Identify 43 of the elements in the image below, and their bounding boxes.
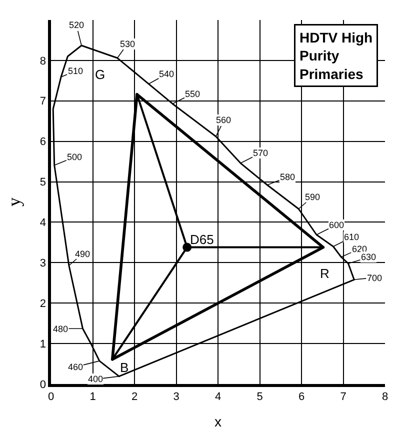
- annotation: 520: [69, 20, 84, 30]
- annotation: 460: [68, 362, 84, 372]
- x-tick-label: 5: [256, 390, 263, 403]
- annotation: 530: [120, 39, 136, 49]
- annotation: 480: [53, 324, 68, 334]
- annotation: 570: [253, 148, 268, 158]
- annotation: 610: [344, 232, 360, 242]
- annotation: 540: [159, 69, 174, 79]
- y-tick-label: 8: [40, 55, 46, 68]
- y-tick-label: 5: [40, 176, 46, 189]
- x-tick-label: 6: [298, 390, 305, 403]
- annotation: 400: [88, 374, 104, 384]
- y-axis-title: y: [4, 198, 24, 206]
- y-tick-label: 1: [40, 338, 46, 350]
- y-tick-label: 7: [40, 96, 46, 108]
- annotation: 560: [216, 115, 232, 125]
- x-tick-label: 7: [340, 390, 346, 403]
- x-tick-label: 4: [214, 390, 222, 403]
- x-axis-title: x: [214, 413, 222, 430]
- annotation: D65: [190, 232, 214, 247]
- y-tick-label: 6: [40, 136, 46, 148]
- annotation: 590: [305, 192, 320, 202]
- x-tick-label: 0: [48, 390, 54, 403]
- annotation: G: [95, 67, 106, 82]
- text: HDTV High Purity Primaries: [300, 30, 373, 82]
- annotation: 550: [185, 89, 200, 99]
- x-tick-label: 2: [131, 390, 138, 403]
- annotation: B: [120, 360, 129, 375]
- annotation: 510: [68, 66, 84, 76]
- x-tick-label: 1: [90, 390, 96, 403]
- annotation: 600: [329, 220, 344, 230]
- x-tick-label: 8: [382, 390, 388, 403]
- y-tick-label: 3: [40, 258, 46, 270]
- annotation: 580: [280, 172, 296, 182]
- annotation: 500: [67, 152, 82, 162]
- annotation: R: [320, 266, 330, 281]
- annotation: 700: [367, 273, 382, 283]
- y-tick-label: 0: [40, 378, 46, 391]
- x-tick-label: 3: [173, 390, 180, 403]
- annotation: 490: [75, 249, 90, 259]
- annotation: 630: [361, 252, 376, 262]
- y-tick-label: 2: [40, 298, 46, 310]
- y-tick-label: 4: [40, 217, 46, 230]
